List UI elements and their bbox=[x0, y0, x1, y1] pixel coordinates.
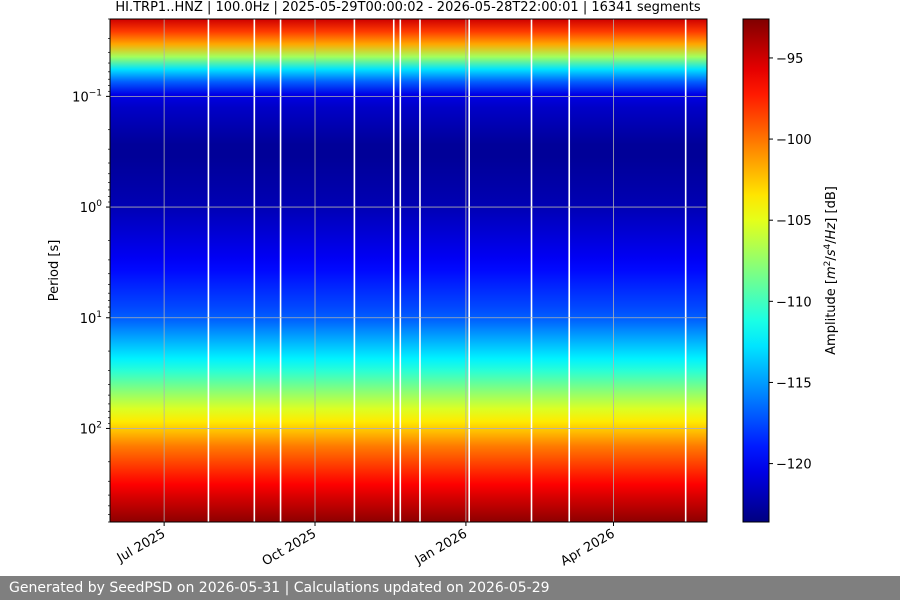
spectrogram-heatmap bbox=[110, 19, 707, 522]
chart-title: HI.TRP1..HNZ | 100.0Hz | 2025-05-29T00:0… bbox=[115, 0, 700, 15]
colorbar-tick-label: −110 bbox=[776, 295, 812, 310]
x-tick-label: Jul 2025 bbox=[114, 526, 168, 566]
x-axis: Jul 2025 Oct 2025 Jan 2026 Apr 2026 bbox=[114, 522, 618, 569]
colorbar: −95 −100 −105 −110 −115 −120 Amplitude [m2/s4/… bbox=[742, 18, 839, 523]
y-axis-label: Period [s] bbox=[47, 240, 62, 302]
y-tick-label: 102 bbox=[80, 420, 102, 437]
colorbar-tick-label: −105 bbox=[776, 214, 812, 229]
y-axis: 10−1 100 101 102 bbox=[72, 18, 110, 523]
colorbar-tick-label: −120 bbox=[776, 458, 812, 473]
plot-frame bbox=[109, 18, 708, 523]
y-tick-label: 10−1 bbox=[72, 88, 102, 105]
colorbar-tick-label: −115 bbox=[776, 376, 812, 391]
colorbar-tick-label: −95 bbox=[776, 52, 803, 67]
x-tick-label: Oct 2025 bbox=[260, 526, 319, 569]
footer-bar: Generated by SeedPSD on 2026-05-31 | Cal… bbox=[0, 576, 900, 600]
colorbar-label: Amplitude [m2/s4/Hz] [dB] bbox=[823, 186, 839, 355]
spectrogram-plot bbox=[109, 18, 708, 523]
y-tick-label: 101 bbox=[80, 310, 102, 327]
y-tick-label: 100 bbox=[80, 199, 103, 216]
colorbar-gradient bbox=[742, 18, 770, 523]
x-tick-label: Apr 2026 bbox=[558, 526, 617, 569]
colorbar-tick-label: −100 bbox=[776, 133, 812, 148]
x-tick-label: Jan 2026 bbox=[412, 526, 470, 568]
